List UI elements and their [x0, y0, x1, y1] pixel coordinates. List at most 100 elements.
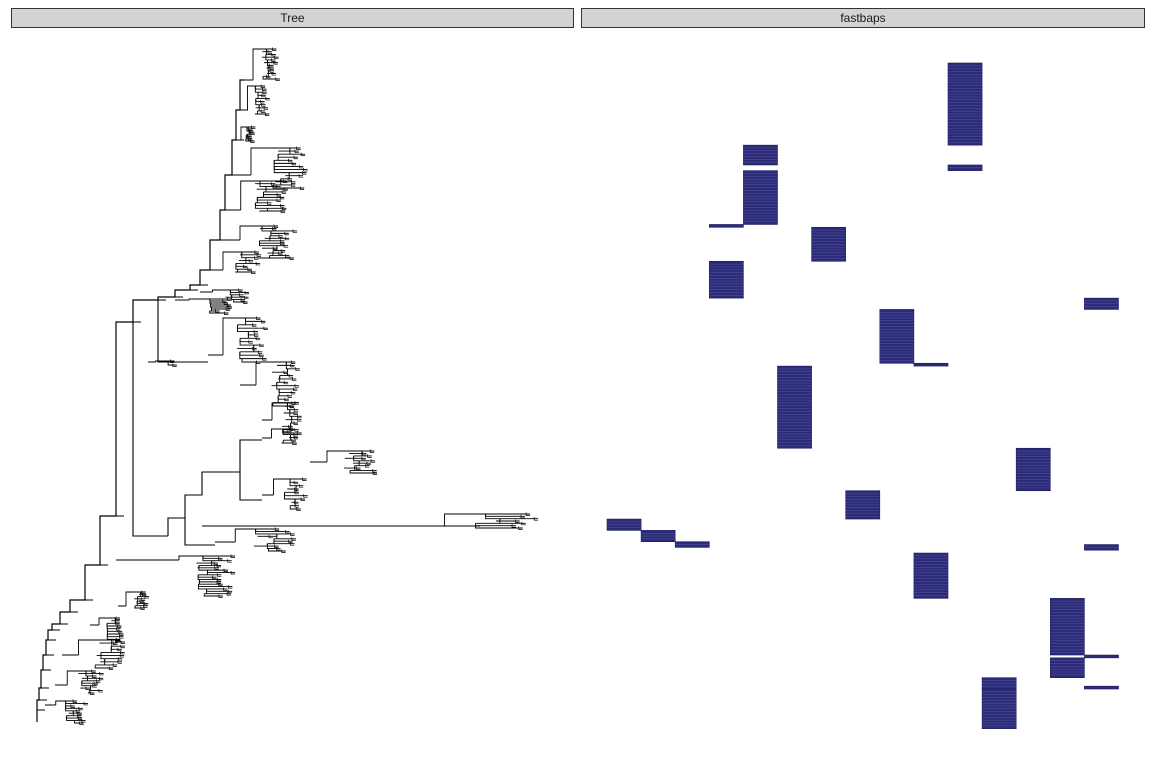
clade-branch	[259, 181, 281, 187]
clade-tip	[223, 568, 228, 572]
clade-tip	[227, 589, 233, 594]
clade-tip	[283, 187, 288, 192]
clade-tip	[280, 204, 285, 208]
clade-tip	[90, 691, 95, 695]
clade-tip	[282, 179, 288, 183]
clade-tip	[120, 650, 125, 655]
clade-tip	[261, 319, 266, 324]
clade-tip	[75, 709, 81, 713]
clade-branch	[266, 543, 281, 550]
clade-branch	[272, 245, 286, 252]
clade-branch	[257, 191, 285, 198]
clade-tip	[291, 180, 296, 184]
tile-rect	[1084, 685, 1119, 690]
tree-clade	[118, 590, 150, 610]
clade-branch	[285, 172, 304, 177]
tree-clade	[240, 360, 300, 408]
clade-tip	[263, 106, 269, 110]
clade-branch	[81, 680, 97, 687]
clade-tip	[228, 585, 233, 589]
clade-tip	[276, 184, 281, 189]
clade-tip	[261, 93, 266, 98]
clade-tip	[81, 719, 86, 723]
tile-rect	[743, 144, 778, 166]
fastbaps-tile	[947, 62, 983, 146]
clade-tip	[247, 135, 252, 139]
clade-tip	[79, 721, 84, 725]
clade-branch	[235, 263, 252, 270]
clade-branch	[278, 148, 306, 155]
clade-tip	[216, 573, 222, 577]
fastbaps-tile	[947, 164, 983, 171]
clade-branch	[74, 720, 84, 724]
clade-tip	[256, 360, 261, 364]
clade-tip	[262, 90, 267, 95]
clade-tip	[294, 149, 299, 153]
clade-branch	[235, 269, 256, 273]
fastbaps-tile	[1084, 654, 1119, 659]
fastbaps-tile	[981, 677, 1017, 690]
tree-clade	[55, 669, 104, 695]
clade-tip	[72, 699, 78, 703]
clade-branch	[233, 299, 248, 303]
clade-branch	[282, 423, 299, 431]
fastbaps-tile	[879, 309, 915, 364]
clade-tip	[280, 241, 285, 246]
clade-branch	[198, 560, 221, 566]
clade-tip	[303, 494, 308, 498]
clade-branch	[237, 318, 257, 326]
clade-tip	[144, 595, 150, 599]
clade-branch	[287, 485, 299, 490]
clade-branch	[259, 240, 289, 247]
clade-tip	[261, 103, 266, 107]
clade-tip	[291, 438, 296, 443]
clade-tip	[288, 374, 294, 378]
clade-branch	[278, 148, 299, 152]
clade-branch	[278, 389, 292, 397]
clade-tip	[366, 461, 371, 466]
clade-branch	[349, 470, 378, 474]
tree-clade	[175, 297, 232, 315]
clade-tip	[77, 711, 82, 716]
clade-tip	[99, 671, 104, 676]
clade-branch	[353, 451, 372, 457]
clade-tip	[265, 96, 270, 101]
clade-branch	[239, 338, 264, 346]
clade-branch	[276, 382, 298, 390]
clade-tip	[276, 198, 281, 202]
fastbaps-tile	[1050, 598, 1085, 656]
clade-tip	[283, 244, 289, 248]
clade-tip	[212, 575, 217, 580]
fastbaps-tile	[640, 530, 676, 543]
tree-clade	[410, 512, 539, 530]
clade-branch	[197, 584, 228, 590]
clade-tip	[294, 490, 299, 495]
clade-tip	[521, 521, 526, 526]
tree-panel-strip: Tree	[11, 8, 574, 28]
clade-tip	[265, 74, 271, 79]
clade-branch	[229, 290, 244, 296]
clade-tip	[248, 127, 253, 131]
tree-branch	[167, 439, 262, 536]
clade-branch	[198, 579, 223, 585]
clade-branch	[231, 294, 246, 301]
tree-clade	[160, 554, 236, 598]
clade-tip	[284, 231, 289, 236]
clade-tip	[239, 293, 244, 297]
clade-tip	[267, 50, 272, 54]
clade-tip	[250, 139, 255, 143]
clade-tip	[285, 529, 290, 534]
clade-tip	[214, 566, 219, 570]
clade-tip	[288, 158, 293, 163]
clade-tip	[92, 674, 97, 678]
clade-tip	[273, 224, 279, 228]
clade-branch	[239, 225, 279, 240]
clade-branch	[269, 230, 283, 237]
clade-branch	[261, 226, 298, 232]
clade-tip	[280, 209, 286, 213]
tile-rect	[1015, 447, 1051, 492]
clade-branch	[282, 429, 298, 436]
clade-tip	[259, 343, 264, 347]
tree-clade	[220, 224, 298, 260]
clade-tip	[226, 592, 232, 596]
